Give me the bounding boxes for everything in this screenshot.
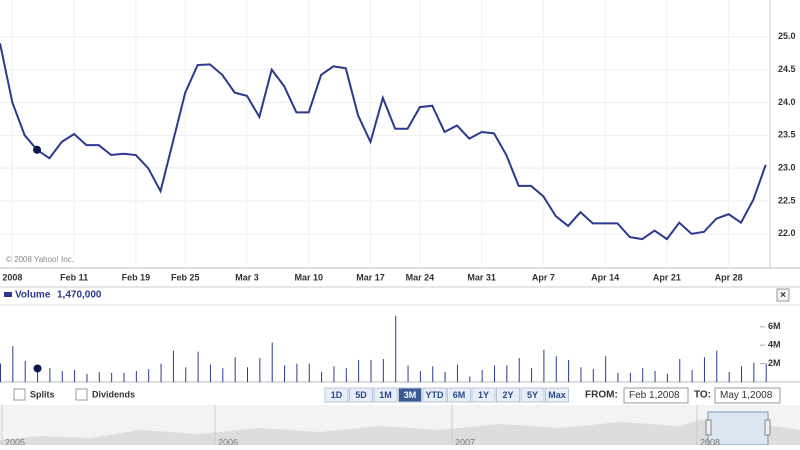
range-button[interactable] xyxy=(373,387,398,403)
range-button[interactable] xyxy=(496,387,520,403)
legend-swatch xyxy=(4,292,12,297)
checkbox-label[interactable]: Dividends xyxy=(92,389,135,399)
range-button[interactable] xyxy=(349,387,373,403)
range-button[interactable] xyxy=(422,387,447,403)
x-tick-label: Apr 14 xyxy=(591,272,619,282)
navigator-handle[interactable] xyxy=(764,419,771,436)
to-input[interactable] xyxy=(714,387,781,404)
x-tick-label: Mar 24 xyxy=(406,272,435,282)
to-value[interactable]: May 1,2008 xyxy=(720,390,773,401)
range-button-label[interactable]: YTD xyxy=(426,390,445,400)
checkbox[interactable] xyxy=(75,388,88,401)
range-button-label[interactable]: 2Y xyxy=(502,390,513,400)
y-tick-label: 2M xyxy=(768,358,781,368)
y-tick-label: 4M xyxy=(768,340,781,350)
navigator-area xyxy=(0,420,800,445)
legend-label: Volume xyxy=(15,290,51,301)
close-button[interactable] xyxy=(776,288,790,302)
range-button[interactable] xyxy=(447,387,471,403)
range-button-label[interactable]: 6M xyxy=(453,390,466,400)
range-button[interactable] xyxy=(520,387,545,403)
range-button[interactable] xyxy=(545,387,569,403)
y-tick-label: 22.0 xyxy=(778,228,796,238)
y-tick-label: 23.5 xyxy=(778,130,796,140)
close-icon[interactable]: × xyxy=(780,290,786,301)
y-tick-label: 24.5 xyxy=(778,64,796,74)
navigator-year: 2005 xyxy=(5,437,25,445)
x-tick-label: Mar 31 xyxy=(467,272,496,282)
range-button-label[interactable]: 5D xyxy=(355,390,367,400)
range-button-label[interactable]: 3M xyxy=(404,390,417,400)
legend-value: 1,470,000 xyxy=(57,290,102,301)
x-tick-label: Feb 25 xyxy=(171,272,200,282)
x-tick-label: Apr 28 xyxy=(715,272,743,282)
range-button[interactable] xyxy=(324,387,349,403)
x-tick-label: Mar 17 xyxy=(356,272,385,282)
x-tick-label: Mar 10 xyxy=(294,272,323,282)
to-label: TO: xyxy=(694,390,711,401)
navigator-year: 2007 xyxy=(455,437,475,445)
hover-marker xyxy=(33,364,42,373)
navigator: 2005 2006 2007 2008 xyxy=(0,405,800,447)
range-button-label[interactable]: Max xyxy=(548,390,566,400)
checkbox[interactable] xyxy=(13,388,26,401)
hover-marker xyxy=(33,145,42,154)
x-tick-label: Mar 3 xyxy=(235,272,259,282)
y-tick-label: 22.5 xyxy=(778,195,796,205)
y-tick-label: 23.0 xyxy=(778,163,796,173)
x-tick-label: Feb 19 xyxy=(122,272,151,282)
navigator-handle[interactable] xyxy=(705,419,712,436)
y-tick-label: 25.0 xyxy=(778,31,796,41)
copyright: © 2008 Yahoo! Inc. xyxy=(6,255,74,264)
navigator-year: 2008 xyxy=(700,437,720,445)
from-input[interactable] xyxy=(623,387,689,404)
range-button-label[interactable]: 1M xyxy=(379,390,392,400)
y-tick-label: 6M xyxy=(768,321,781,331)
price-line xyxy=(0,43,767,241)
x-tick-label: Apr 21 xyxy=(653,272,681,282)
navigator-year: 2006 xyxy=(218,437,238,445)
range-button[interactable] xyxy=(398,387,422,403)
from-label: FROM: xyxy=(585,390,618,401)
from-value[interactable]: Feb 1,2008 xyxy=(629,390,680,401)
x-tick-label: Feb 11 xyxy=(60,272,88,282)
range-button[interactable] xyxy=(471,387,496,403)
y-tick-label: 24.0 xyxy=(778,97,796,107)
x-tick-label: Apr 7 xyxy=(532,272,555,282)
checkbox-label[interactable]: Splits xyxy=(30,389,55,399)
range-button-label[interactable]: 1Y xyxy=(478,390,489,400)
x-tick-label: 2008 xyxy=(2,272,22,282)
navigator-window[interactable] xyxy=(707,411,769,446)
range-button-label[interactable]: 1D xyxy=(331,390,343,400)
range-button-label[interactable]: 5Y xyxy=(527,390,538,400)
